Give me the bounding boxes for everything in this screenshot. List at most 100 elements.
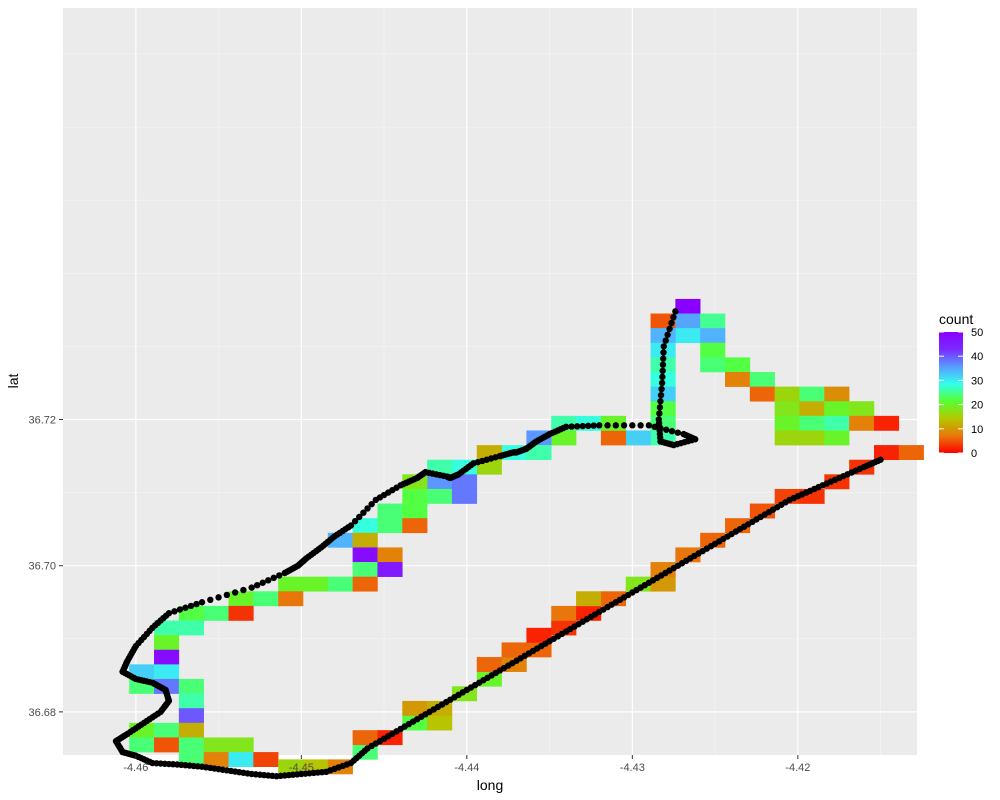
y-tick-label: 36.72 bbox=[28, 415, 56, 427]
track-point bbox=[657, 398, 664, 405]
heatmap-tile bbox=[228, 752, 254, 767]
heatmap-tile bbox=[327, 576, 353, 592]
legend-ticks: 0 10 20 30 40 50 bbox=[939, 327, 983, 460]
heatmap-tile bbox=[352, 518, 378, 534]
heatmap-tile bbox=[154, 722, 180, 738]
heatmap-tile bbox=[898, 445, 924, 461]
heatmap-tile bbox=[799, 401, 825, 417]
heatmap-tile bbox=[402, 488, 428, 504]
track-point bbox=[660, 343, 667, 350]
legend-tick-label: 20 bbox=[971, 400, 983, 412]
heatmap-tile bbox=[600, 430, 627, 446]
track-point bbox=[660, 349, 667, 356]
track-point bbox=[612, 422, 619, 429]
heatmap-tile bbox=[700, 313, 726, 329]
heatmap-tile bbox=[749, 386, 775, 402]
panel-background bbox=[63, 8, 917, 755]
legend-tick-label: 10 bbox=[971, 424, 983, 436]
track-point bbox=[657, 425, 664, 432]
heatmap-tile bbox=[824, 415, 850, 431]
track-point bbox=[637, 422, 644, 429]
heatmap-tile bbox=[178, 678, 204, 694]
heatmap-tile bbox=[700, 357, 726, 373]
heatmap-tile bbox=[501, 642, 527, 658]
x-tick-label: -4.43 bbox=[620, 762, 645, 774]
heatmap-tile bbox=[725, 357, 751, 373]
heatmap-tile bbox=[302, 576, 329, 592]
track-point bbox=[270, 574, 277, 582]
heatmap-tile bbox=[849, 415, 875, 431]
track-point bbox=[240, 586, 247, 594]
track-point bbox=[193, 600, 200, 608]
heatmap-tile bbox=[203, 605, 229, 621]
track-point bbox=[651, 423, 658, 431]
track-point bbox=[877, 456, 884, 463]
legend: count 0 10 20 30 40 50 bbox=[939, 311, 983, 460]
x-tick-label: -4.42 bbox=[785, 762, 810, 774]
heatmap-tile bbox=[377, 562, 403, 577]
heatmap-tile bbox=[427, 715, 453, 731]
legend-tick-label: 50 bbox=[971, 327, 983, 339]
track-point bbox=[364, 505, 371, 512]
heatmap-tile bbox=[154, 664, 180, 680]
heatmap-tile bbox=[352, 547, 378, 563]
track-point bbox=[182, 604, 189, 611]
track-point bbox=[657, 391, 665, 399]
track-point bbox=[596, 422, 603, 429]
heatmap-tile bbox=[178, 722, 204, 738]
y-tick-label: 36.68 bbox=[28, 707, 56, 719]
track-point bbox=[680, 430, 687, 438]
heatmap-tile bbox=[352, 730, 378, 746]
heatmap-tile bbox=[427, 488, 453, 504]
track-point bbox=[604, 422, 611, 429]
heatmap-tile bbox=[774, 415, 800, 431]
legend-tick-label: 0 bbox=[971, 448, 977, 460]
track-point bbox=[198, 599, 206, 606]
heatmap-tile bbox=[476, 657, 502, 672]
track-point bbox=[360, 509, 367, 516]
heatmap-tile bbox=[203, 752, 229, 767]
track-point bbox=[662, 337, 669, 344]
heatmap-tile bbox=[824, 386, 850, 402]
track-point bbox=[645, 422, 653, 429]
heatmap-tile bbox=[749, 371, 775, 387]
track-point bbox=[568, 423, 575, 430]
track-point bbox=[215, 594, 222, 601]
track-point bbox=[664, 331, 671, 338]
track-point bbox=[668, 319, 675, 327]
heatmap-tile bbox=[824, 430, 850, 446]
heatmap-tile bbox=[551, 605, 577, 621]
heatmap-tile bbox=[625, 430, 651, 446]
heatmap-tile bbox=[774, 386, 800, 402]
heatmap-tile bbox=[402, 503, 428, 519]
heatmap-tile bbox=[873, 415, 900, 431]
legend-tick-label: 30 bbox=[971, 375, 983, 387]
track-point bbox=[656, 404, 664, 411]
heatmap-tile bbox=[774, 401, 800, 417]
heatmap-tile bbox=[253, 752, 279, 767]
track-point bbox=[351, 518, 359, 525]
heatmap-tile bbox=[278, 576, 304, 592]
heatmap-tile bbox=[451, 488, 478, 504]
heatmap-tile bbox=[576, 591, 602, 607]
legend-colorbar bbox=[939, 332, 963, 453]
heatmap-tile bbox=[253, 591, 279, 607]
heatmap-tile bbox=[675, 328, 701, 344]
track-point bbox=[176, 606, 184, 613]
heatmap-tile bbox=[700, 328, 726, 344]
x-tick-label: -4.44 bbox=[454, 762, 479, 774]
track-point bbox=[372, 496, 380, 504]
legend-tick-label: 40 bbox=[971, 351, 983, 363]
x-tick-label: -4.45 bbox=[289, 762, 314, 774]
heatmap-tile bbox=[650, 401, 676, 417]
track-point bbox=[579, 422, 586, 430]
track-point bbox=[356, 513, 363, 521]
track-point bbox=[368, 500, 375, 508]
track-point bbox=[620, 422, 628, 429]
track-point bbox=[668, 428, 676, 435]
track-point bbox=[670, 313, 677, 321]
legend-title: count bbox=[939, 311, 973, 327]
track-point bbox=[223, 591, 231, 599]
track-point bbox=[656, 410, 663, 417]
heatmap-tile bbox=[228, 737, 254, 753]
